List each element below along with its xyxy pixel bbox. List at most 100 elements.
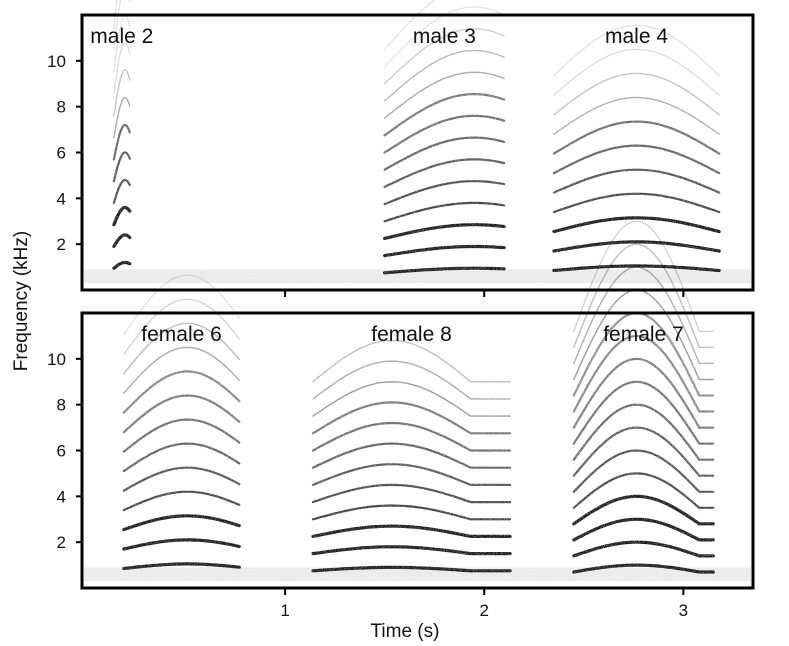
call-male-2 <box>112 0 132 270</box>
harmonic-band <box>552 144 721 175</box>
harmonic-band <box>113 14 131 73</box>
call-label: female 8 <box>371 323 452 346</box>
harmonic-band <box>112 151 131 183</box>
call-label: female 6 <box>141 323 222 346</box>
harmonic-band <box>113 0 131 52</box>
harmonic-band <box>122 370 241 414</box>
harmonic-band <box>312 339 511 383</box>
harmonic-band <box>553 48 720 96</box>
x-tick-label: 2 <box>479 601 488 620</box>
call-female-7 <box>572 220 715 574</box>
call-label: male 3 <box>413 25 476 48</box>
y-tick-label: 4 <box>57 189 66 208</box>
x-tick-label: 1 <box>280 601 289 620</box>
y-axis-label: Frequency (kHz) <box>11 231 32 371</box>
harmonic-band <box>112 123 131 161</box>
harmonic-band <box>113 41 131 95</box>
harmonic-band <box>311 545 512 556</box>
harmonic-band <box>383 49 505 102</box>
harmonic-band <box>123 274 240 336</box>
harmonic-band <box>311 463 512 486</box>
harmonic-band <box>552 240 721 253</box>
spectrogram-male-harmonics <box>84 0 751 284</box>
call-label: female 7 <box>603 323 684 346</box>
harmonic-band <box>383 93 506 137</box>
y-tick-label: 8 <box>57 396 66 415</box>
harmonic-band <box>383 266 506 275</box>
harmonic-band <box>383 71 505 119</box>
harmonic-band <box>123 298 240 355</box>
harmonic-band <box>572 494 715 526</box>
y-tick-label: 4 <box>57 487 66 506</box>
harmonic-band <box>123 346 240 394</box>
x-tick-label: 3 <box>679 601 688 620</box>
y-tick-label: 2 <box>57 235 66 254</box>
harmonic-band <box>122 562 241 571</box>
call-label: male 4 <box>605 25 668 48</box>
harmonic-band <box>311 442 512 469</box>
y-tick-label: 10 <box>47 52 66 71</box>
harmonic-band <box>383 179 506 206</box>
harmonic-band <box>552 264 721 273</box>
harmonic-band <box>553 24 720 77</box>
y-tick-label: 6 <box>57 442 66 461</box>
harmonic-band <box>572 563 715 574</box>
harmonic-band <box>311 483 512 504</box>
call-female-6 <box>122 274 241 571</box>
harmonic-band <box>113 96 131 139</box>
harmonic-band <box>311 504 512 521</box>
harmonic-band <box>552 192 721 214</box>
y-tick-label: 10 <box>47 350 66 369</box>
harmonic-band <box>572 517 715 542</box>
harmonic-band <box>383 201 506 223</box>
axis-ticks: 1 2 3 <box>280 290 688 620</box>
harmonic-band <box>573 220 714 332</box>
call-female-8 <box>311 339 512 573</box>
harmonic-band <box>383 158 506 188</box>
harmonic-band <box>383 28 505 85</box>
harmonic-band <box>113 69 131 117</box>
harmonic-band <box>311 421 512 452</box>
harmonic-band <box>311 401 512 435</box>
x-axis-label: Time (s) <box>371 621 440 642</box>
harmonic-band <box>572 449 715 493</box>
harmonic-band <box>572 403 715 461</box>
harmonic-band <box>383 114 506 154</box>
harmonic-band <box>572 334 715 413</box>
y-tick-label: 6 <box>57 144 66 163</box>
harmonic-band <box>122 514 241 532</box>
harmonic-band <box>312 381 511 417</box>
y-tick-label: 8 <box>57 98 66 117</box>
harmonic-band <box>123 322 240 375</box>
harmonic-band <box>572 380 715 445</box>
harmonic-band <box>552 168 721 194</box>
y-tick-label: 2 <box>57 533 66 552</box>
harmonic-band <box>572 540 715 558</box>
call-male-3 <box>383 0 506 275</box>
harmonic-band <box>572 472 715 509</box>
harmonic-band <box>383 244 506 258</box>
harmonic-band <box>572 357 715 429</box>
call-male-4 <box>552 24 721 273</box>
harmonic-band <box>383 223 506 240</box>
harmonic-band <box>572 426 715 477</box>
harmonic-band <box>553 72 720 116</box>
panel-male: male 2 male 3 male 4 2 4 6 8 10 <box>47 0 755 292</box>
harmonic-band <box>113 0 118 30</box>
harmonic-band <box>112 233 132 249</box>
harmonic-band <box>311 565 512 573</box>
harmonic-band <box>112 178 131 204</box>
harmonic-band <box>552 120 721 155</box>
panel-female: female 6 female 8 female 7 2 4 6 8 10 <box>47 220 755 590</box>
harmonic-band <box>553 96 720 135</box>
harmonic-band <box>383 0 436 51</box>
harmonic-band <box>112 260 132 270</box>
harmonic-band <box>552 216 721 234</box>
harmonic-band <box>312 360 511 400</box>
spectrogram-female-harmonics <box>84 220 751 582</box>
harmonic-band <box>112 205 132 227</box>
noise-floor <box>84 269 751 284</box>
harmonic-band <box>311 524 512 538</box>
harmonic-band <box>383 136 506 171</box>
